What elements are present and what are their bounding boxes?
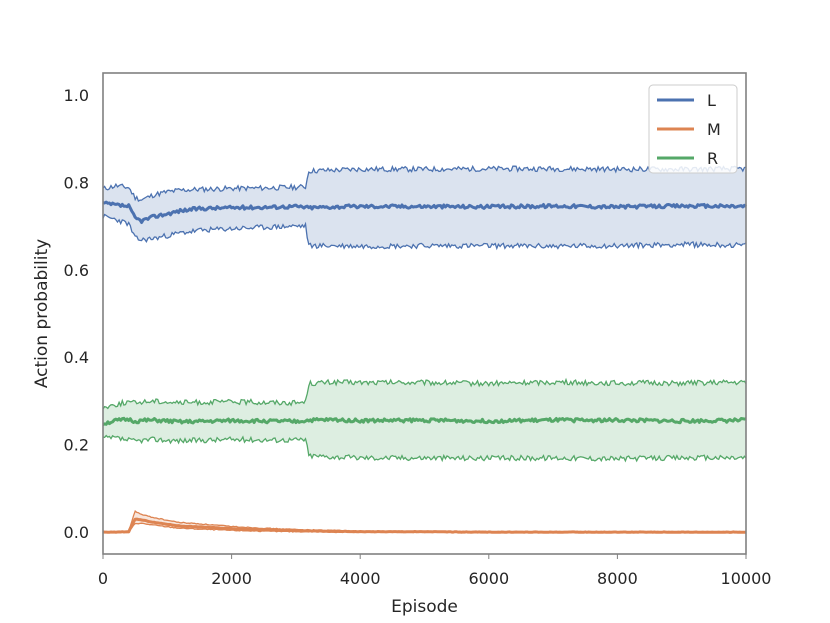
- y-tick-label: 0.0: [64, 523, 89, 542]
- y-tick-label: 0.4: [64, 348, 89, 367]
- x-tick-label: 0: [98, 569, 108, 588]
- y-axis-label: Action probability: [32, 239, 52, 388]
- series-line-l: [102, 200, 747, 224]
- legend-label-m: M: [707, 120, 721, 139]
- x-tick-label: 10000: [721, 569, 772, 588]
- y-tick-label: 0.2: [64, 436, 89, 455]
- legend: LMR: [648, 84, 738, 174]
- y-tick-label: 1.0: [64, 86, 89, 105]
- band-upper-l: [102, 164, 747, 203]
- y-axis-ticks: 0.0 0.2 0.4 0.6 0.8 1.0: [64, 86, 89, 542]
- y-tick-label: 0.6: [64, 261, 89, 280]
- band-lower-r: [102, 434, 747, 463]
- x-tick-label: 6000: [468, 569, 509, 588]
- confidence-bands: [102, 164, 747, 534]
- x-tick-label: 2000: [211, 569, 252, 588]
- band-lower-l: [102, 213, 747, 251]
- band-upper-r: [102, 377, 747, 410]
- series-lines: [102, 200, 747, 534]
- x-tick-label: 4000: [340, 569, 381, 588]
- x-axis-ticks: 0 2000 4000 6000 8000 10000: [98, 554, 772, 588]
- x-tick-label: 8000: [597, 569, 638, 588]
- series-line-m: [102, 517, 747, 534]
- y-tick-label: 0.8: [64, 173, 89, 192]
- x-axis-label: Episode: [391, 597, 458, 617]
- legend-label-l: L: [707, 91, 716, 110]
- plot-area: [102, 72, 747, 555]
- plot-frame: [102, 72, 747, 555]
- series-line-r: [102, 416, 747, 426]
- legend-label-r: R: [707, 149, 718, 168]
